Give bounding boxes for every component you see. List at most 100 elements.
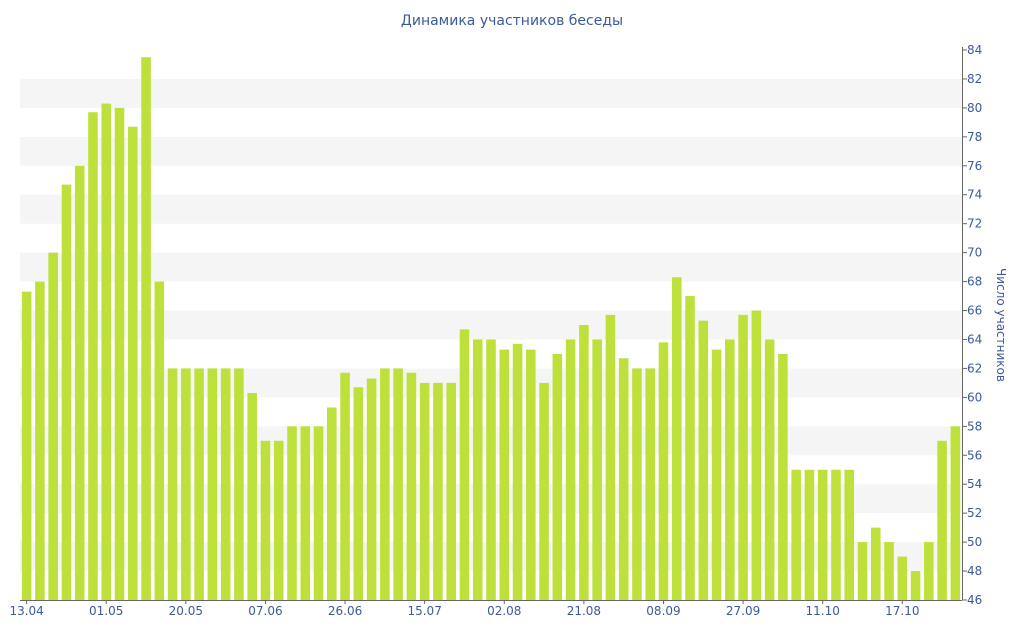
y-tick-label: 56 xyxy=(967,448,982,462)
bar xyxy=(419,382,430,600)
grid-band xyxy=(20,78,962,108)
bar xyxy=(751,310,762,600)
bar xyxy=(857,542,868,600)
tick-labels: 46 48 50 52 54 56 58 60 62 64 66 68 70 72 74 76 78 80 82 84… xyxy=(9,43,982,618)
bar xyxy=(167,368,178,600)
bar xyxy=(486,339,496,600)
y-tick-label: 72 xyxy=(967,217,982,231)
y-tick-label: 84 xyxy=(967,43,982,57)
bar xyxy=(406,372,417,600)
bar xyxy=(671,277,682,600)
x-tick-label: 13.04 xyxy=(9,604,43,618)
y-tick-label: 80 xyxy=(967,101,982,115)
bar xyxy=(738,314,748,600)
axes xyxy=(20,47,963,601)
bar xyxy=(472,339,483,600)
bar xyxy=(910,571,921,600)
y-tick-label: 68 xyxy=(967,275,982,289)
x-tick-label: 27.09 xyxy=(726,604,760,618)
grid-band xyxy=(20,310,962,340)
x-tick-label: 01.05 xyxy=(89,604,123,618)
grid-band xyxy=(20,194,962,224)
x-tick-label: 15.07 xyxy=(407,604,441,618)
bar xyxy=(844,469,854,600)
bar xyxy=(512,343,523,600)
y-axis-title: Число участников xyxy=(994,268,1008,382)
bar xyxy=(300,426,311,600)
bar xyxy=(194,368,204,600)
bar xyxy=(937,440,947,600)
bar xyxy=(831,469,841,600)
bar xyxy=(313,426,324,600)
bar xyxy=(579,325,589,600)
bar xyxy=(645,368,655,600)
bar xyxy=(526,349,536,600)
bar xyxy=(924,542,934,600)
bar xyxy=(711,349,722,600)
bar xyxy=(499,349,510,600)
bar xyxy=(685,296,695,600)
bar xyxy=(366,378,377,600)
bar xyxy=(698,320,709,600)
bar xyxy=(181,368,191,600)
y-tick-label: 62 xyxy=(967,361,982,375)
bar xyxy=(21,291,32,600)
y-tick-label: 76 xyxy=(967,159,982,173)
bar xyxy=(35,281,45,600)
bar xyxy=(605,314,616,600)
bar xyxy=(565,339,576,600)
bar xyxy=(48,252,58,600)
x-tick-label: 02.08 xyxy=(487,604,521,618)
bar xyxy=(88,112,98,601)
bar xyxy=(817,469,828,600)
y-tick-label: 60 xyxy=(967,390,982,404)
y-tick-label: 74 xyxy=(967,188,982,202)
bar xyxy=(207,368,218,600)
y-tick-label: 78 xyxy=(967,130,982,144)
bar xyxy=(884,542,894,600)
bar xyxy=(101,103,112,601)
y-tick-label: 54 xyxy=(967,477,982,491)
x-tick-label: 07.06 xyxy=(248,604,282,618)
bar xyxy=(247,393,257,600)
y-tick-label: 48 xyxy=(967,564,982,578)
x-tick-label: 08.09 xyxy=(646,604,680,618)
bar xyxy=(592,339,602,600)
bar xyxy=(791,469,801,600)
bar xyxy=(327,407,337,600)
y-tick-label: 52 xyxy=(967,506,982,520)
chart-title: Динамика участников беседы xyxy=(400,13,624,29)
bar xyxy=(870,527,881,600)
bar xyxy=(260,440,271,600)
bar xyxy=(220,368,231,600)
x-tick-label: 17.10 xyxy=(885,604,919,618)
y-tick-label: 66 xyxy=(967,304,982,318)
bar xyxy=(287,426,297,600)
bar xyxy=(459,329,470,600)
bar xyxy=(61,184,72,601)
grid-band xyxy=(20,136,962,166)
bar xyxy=(273,440,284,600)
bar xyxy=(725,339,735,600)
bar xyxy=(154,281,165,600)
x-tick-label: 11.10 xyxy=(806,604,840,618)
y-tick-label: 58 xyxy=(967,419,982,433)
bar xyxy=(897,556,908,600)
bar xyxy=(804,469,815,600)
bar xyxy=(393,368,403,600)
bar xyxy=(128,126,138,601)
bar xyxy=(141,57,151,601)
bar xyxy=(340,372,350,600)
y-tick-label: 46 xyxy=(967,593,982,607)
bar xyxy=(632,368,642,600)
bar xyxy=(539,382,549,600)
bar xyxy=(353,387,364,600)
y-tick-label: 82 xyxy=(967,72,982,86)
x-tick-label: 20.05 xyxy=(169,604,203,618)
bar xyxy=(658,342,669,600)
bar xyxy=(778,353,788,600)
bar xyxy=(380,368,390,600)
bar xyxy=(950,426,961,600)
